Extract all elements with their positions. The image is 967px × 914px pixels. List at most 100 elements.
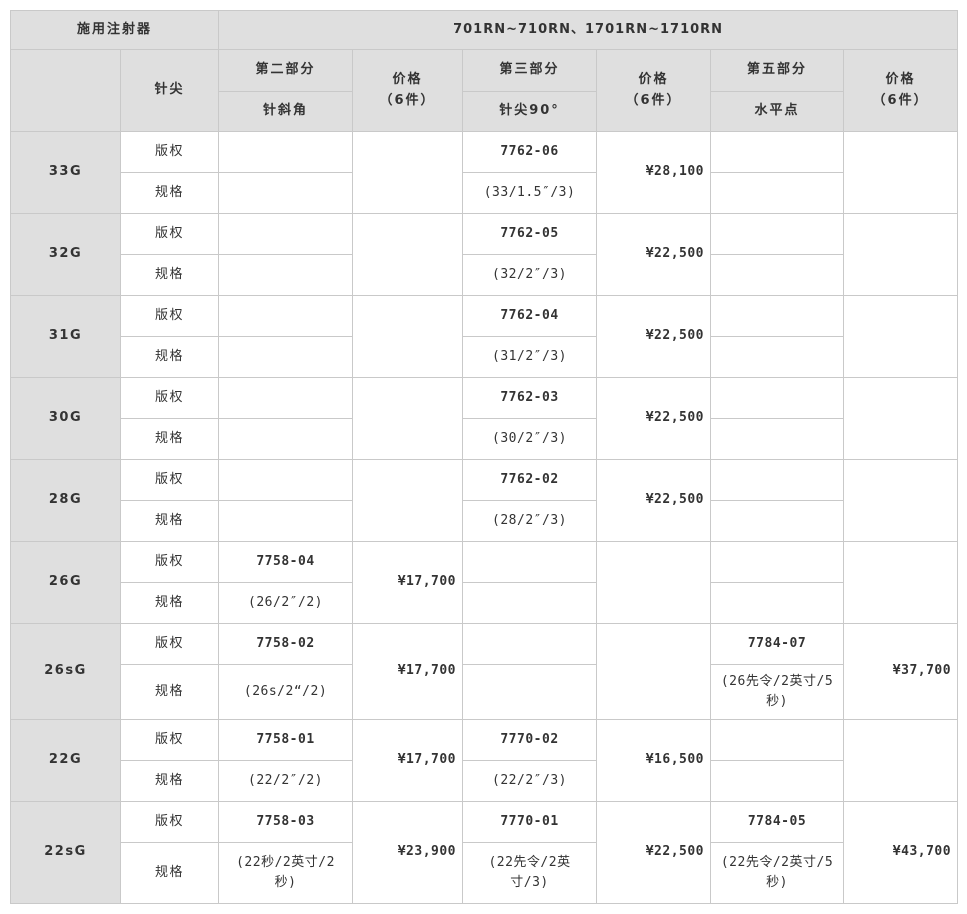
part3-sub-header: 针尖90°	[462, 91, 598, 132]
price3-cell: ¥43,700	[843, 801, 959, 904]
table-row: 规格 (26/2″/2)	[11, 582, 958, 624]
title-row: 施用注射器 701RN~710RN、1701RN~1710RN	[9, 10, 959, 50]
part5-number-cell	[710, 213, 845, 255]
part3-spec-cell: (33/1.5″/3)	[462, 172, 598, 214]
part2-spec-cell	[218, 172, 354, 214]
table-row: 规格 (22秒/2英寸/2秒) (22先令/2英寸/3) (22先令/2英寸/5…	[11, 842, 958, 904]
part3-number-cell: 7762-05	[462, 213, 598, 255]
part3-number-cell: 7762-03	[462, 377, 598, 419]
row-label-copyright: 版权	[119, 459, 220, 501]
price2-cell: ¥16,500	[596, 719, 712, 802]
part2-number-cell: 7758-01	[218, 719, 354, 761]
price-unit-label: （6件）	[379, 92, 436, 108]
gauge-label: 22G	[10, 719, 121, 802]
price3-cell: ¥37,700	[843, 623, 959, 720]
price2-cell: ¥22,500	[596, 295, 712, 378]
part5-header: 第五部分	[710, 49, 845, 92]
price1-cell: ¥17,700	[352, 623, 464, 720]
price3-cell	[843, 541, 959, 624]
price-label: 价格	[638, 72, 669, 88]
part5-spec-cell	[710, 172, 845, 214]
part5-spec-cell	[710, 582, 845, 624]
price1-cell	[352, 377, 464, 460]
row-label-copyright: 版权	[119, 801, 220, 843]
table-row: 规格 (30/2″/3)	[11, 418, 958, 460]
price1-cell: ¥17,700	[352, 541, 464, 624]
price2-cell: ¥22,500	[596, 801, 712, 904]
price2-cell: ¥22,500	[596, 459, 712, 542]
part3-number-cell: 7770-01	[462, 801, 598, 843]
part5-number-cell	[710, 719, 845, 761]
price3-cell	[843, 377, 959, 460]
part2-spec-cell	[218, 336, 354, 378]
part3-number-cell: 7762-04	[462, 295, 598, 337]
corner-cell	[10, 49, 121, 132]
table-row: 规格 (22/2″/2) (22/2″/3)	[11, 760, 958, 802]
table-row: 规格 (26s/2“/2) (26先令/2英寸/5秒)	[11, 664, 958, 720]
price1-cell	[352, 459, 464, 542]
price-unit-label: （6件）	[872, 92, 929, 108]
part3-spec-cell: (22先令/2英寸/3)	[462, 842, 598, 904]
price2-cell: ¥28,100	[596, 131, 712, 214]
part2-spec-cell: (26/2″/2)	[218, 582, 354, 624]
part2-number-cell: 7758-02	[218, 623, 354, 665]
row-label-spec: 规格	[119, 254, 220, 296]
table-row: 28G 版权 7762-02 ¥22,500	[10, 459, 959, 542]
gauge-label: 32G	[10, 213, 121, 296]
part2-spec-cell	[218, 500, 354, 542]
row-label-spec: 规格	[119, 664, 220, 720]
table-row: 26sG 版权 7758-02 ¥17,700 7784-07 ¥37,700	[10, 623, 959, 720]
part5-spec-cell: (22先令/2英寸/5秒)	[710, 842, 845, 904]
part5-sub-header: 水平点	[710, 91, 845, 132]
table-row: 22sG 版权 7758-03 ¥23,900 7770-01 ¥22,500 …	[10, 801, 959, 904]
row-label-spec: 规格	[119, 336, 220, 378]
price2-cell	[596, 623, 712, 720]
gauge-label: 30G	[10, 377, 121, 460]
part3-spec-cell	[462, 582, 598, 624]
applicable-syringe-label: 施用注射器	[9, 10, 220, 50]
table-row: 规格 (31/2″/3)	[11, 336, 958, 378]
row-label-copyright: 版权	[119, 377, 220, 419]
row-label-copyright: 版权	[119, 295, 220, 337]
table-row: 30G 版权 7762-03 ¥22,500	[10, 377, 959, 460]
part3-spec-cell: (31/2″/3)	[462, 336, 598, 378]
part5-number-cell	[710, 377, 845, 419]
price3-cell	[843, 213, 959, 296]
part2-spec-cell	[218, 254, 354, 296]
price1-cell: ¥17,700	[352, 719, 464, 802]
part5-spec-cell	[710, 336, 845, 378]
part2-number-cell: 7758-03	[218, 801, 354, 843]
price3-cell	[843, 295, 959, 378]
price-header-1: 价格 （6件）	[352, 49, 464, 132]
part3-spec-cell: (22/2″/3)	[462, 760, 598, 802]
part3-spec-cell: (30/2″/3)	[462, 418, 598, 460]
part5-spec-cell	[710, 418, 845, 460]
part3-number-cell: 7762-02	[462, 459, 598, 501]
part3-header: 第三部分	[462, 49, 598, 92]
price1-cell	[352, 131, 464, 214]
part3-number-cell	[462, 541, 598, 583]
part2-spec-cell: (22/2″/2)	[218, 760, 354, 802]
price2-cell	[596, 541, 712, 624]
row-label-copyright: 版权	[119, 623, 220, 665]
part2-spec-cell: (26s/2“/2)	[218, 664, 354, 720]
gauge-label: 22sG	[10, 801, 121, 904]
part3-number-cell: 7762-06	[462, 131, 598, 173]
gauge-label: 31G	[10, 295, 121, 378]
price1-cell	[352, 295, 464, 378]
part5-number-cell	[710, 131, 845, 173]
needle-tip-header: 针尖	[119, 49, 220, 132]
row-label-copyright: 版权	[119, 541, 220, 583]
gauge-label: 26G	[10, 541, 121, 624]
part2-spec-cell	[218, 418, 354, 460]
price1-cell: ¥23,900	[352, 801, 464, 904]
part5-number-cell: 7784-05	[710, 801, 845, 843]
part5-number-cell	[710, 541, 845, 583]
table-row: 33G 版权 7762-06 ¥28,100	[10, 131, 959, 214]
price3-cell	[843, 131, 959, 214]
part3-spec-cell: (32/2″/3)	[462, 254, 598, 296]
price1-cell	[352, 213, 464, 296]
table-row: 31G 版权 7762-04 ¥22,500	[10, 295, 959, 378]
gauge-label: 26sG	[10, 623, 121, 720]
syringe-needle-price-table: 施用注射器 701RN~710RN、1701RN~1710RN 针尖 第二部分 …	[9, 10, 959, 904]
